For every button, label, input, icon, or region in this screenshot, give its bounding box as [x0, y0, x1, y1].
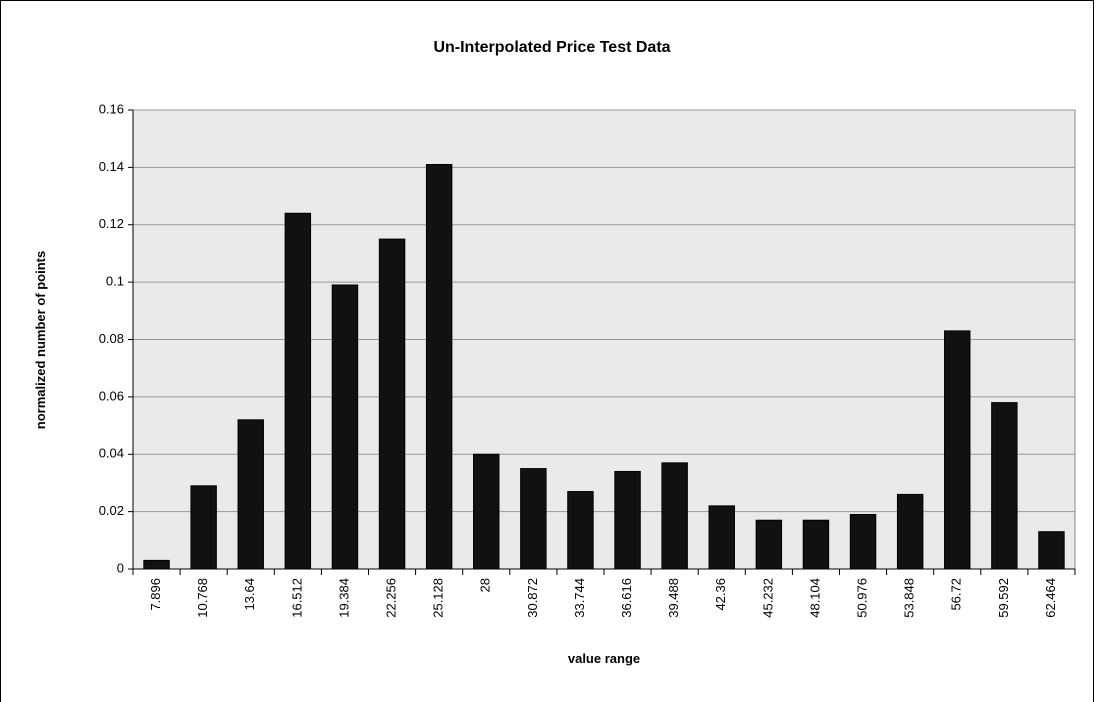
y-tick-label: 0.02 — [99, 503, 124, 518]
y-tick-label: 0.16 — [99, 101, 124, 116]
chart-title: Un-Interpolated Price Test Data — [433, 39, 670, 56]
x-tick-label: 50.976 — [854, 578, 869, 618]
bar — [1038, 531, 1065, 570]
x-tick-label: 59.592 — [996, 578, 1011, 618]
y-tick-label: 0 — [117, 560, 124, 575]
x-tick-label: 30.872 — [525, 578, 540, 618]
bar — [661, 462, 688, 570]
y-tick-label: 0.1 — [106, 274, 124, 289]
bar — [755, 519, 783, 570]
bar — [896, 493, 924, 570]
x-tick-label: 36.616 — [619, 578, 634, 618]
bar — [849, 513, 877, 570]
bar — [425, 164, 453, 570]
x-tick-label: 16.512 — [289, 578, 304, 618]
x-tick-label: 7.896 — [148, 578, 163, 611]
bar — [614, 470, 641, 570]
bar — [284, 212, 312, 570]
bar — [944, 330, 971, 570]
bar — [520, 468, 547, 570]
bar — [567, 491, 594, 570]
y-tick-label: 0.04 — [99, 446, 124, 461]
x-tick-label: 56.72 — [949, 578, 964, 611]
x-tick-label: 13.64 — [242, 578, 257, 611]
bar — [473, 453, 500, 570]
x-tick-label: 53.848 — [902, 578, 917, 618]
y-axis-label: normalized number of points — [33, 251, 48, 429]
bar — [143, 559, 170, 570]
bar — [991, 402, 1018, 570]
bar — [190, 485, 217, 570]
bar — [237, 419, 264, 570]
x-tick-label: 45.232 — [760, 578, 775, 618]
x-tick-label: 19.384 — [336, 578, 351, 618]
x-tick-label: 10.768 — [195, 578, 210, 618]
y-tick-label: 0.14 — [99, 159, 124, 174]
x-tick-label: 48.104 — [807, 578, 822, 618]
x-tick-label: 39.488 — [666, 578, 681, 618]
x-tick-label: 33.744 — [572, 578, 587, 618]
x-tick-label: 62.464 — [1043, 578, 1058, 618]
bar — [802, 519, 830, 570]
x-tick-label: 28 — [478, 578, 493, 592]
y-tick-label: 0.06 — [99, 388, 124, 403]
x-tick-label: 22.256 — [383, 578, 398, 618]
bar — [708, 505, 735, 570]
x-axis-label: value range — [568, 651, 640, 666]
bar — [378, 238, 406, 570]
x-tick-label: 25.128 — [431, 578, 446, 618]
bar — [331, 284, 359, 570]
x-tick-label: 42.36 — [713, 578, 728, 611]
y-tick-label: 0.08 — [99, 331, 124, 346]
y-tick-label: 0.12 — [99, 216, 124, 231]
